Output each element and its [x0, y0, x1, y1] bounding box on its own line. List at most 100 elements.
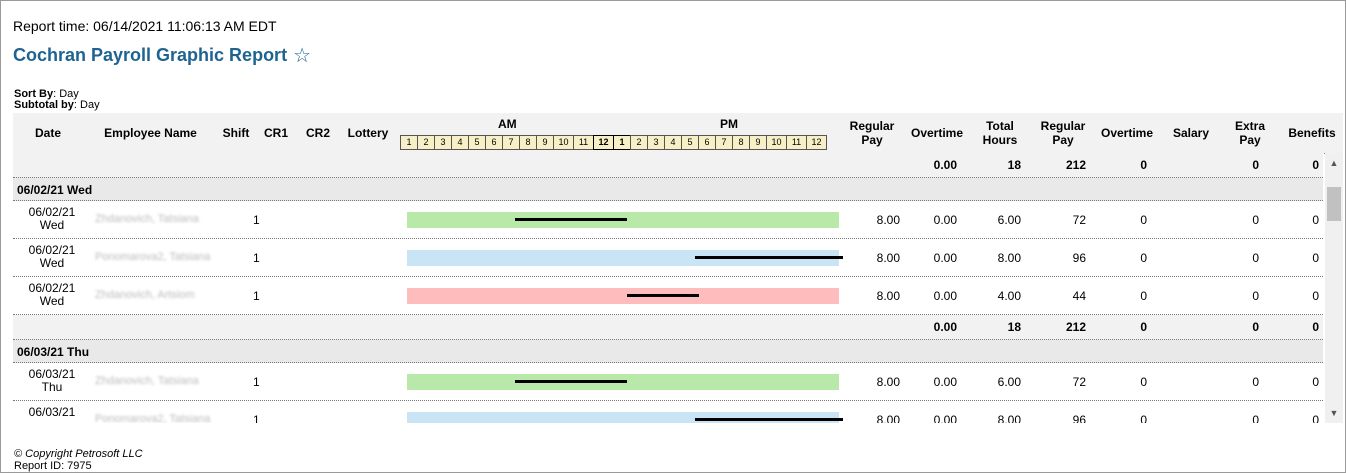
- worked-hours-segment: [515, 218, 627, 221]
- table-body[interactable]: 0.00 18 212 0 0 0 06/02/21 Wed 06/02/21 Wed Zhdan…: [13, 153, 1323, 423]
- regular-pay-2: 72: [1072, 213, 1086, 227]
- hour-cell: 4: [451, 135, 469, 150]
- col-cr1[interactable]: CR1: [263, 126, 288, 140]
- col-shift[interactable]: Shift: [222, 126, 250, 140]
- hour-cell: 8: [519, 135, 537, 150]
- subtotal-regular-pay: 212: [1065, 320, 1086, 334]
- am-label: AM: [498, 117, 517, 131]
- hour-cell: 2: [630, 135, 648, 150]
- total-hours: 8.00: [997, 413, 1021, 423]
- row-date: 06/02/21 Wed: [28, 205, 76, 232]
- hour-cell: 12: [593, 135, 614, 150]
- benefits: 0: [1312, 251, 1319, 265]
- col-total-hours[interactable]: Total Hours: [982, 119, 1018, 147]
- hour-cell: 1: [613, 135, 631, 150]
- benefits: 0: [1312, 289, 1319, 303]
- footer: © Copyright Petrosoft LLC Report ID: 797…: [14, 448, 143, 472]
- col-extra-pay[interactable]: Extra Pay: [1234, 119, 1266, 147]
- row-date: 06/02/21 Wed: [28, 281, 76, 308]
- regular-pay: 8.00: [876, 213, 900, 227]
- hour-cell: 8: [732, 135, 750, 150]
- regular-pay: 8.00: [876, 413, 900, 423]
- hour-cell: 7: [715, 135, 733, 150]
- overtime-2: 0: [1140, 251, 1147, 265]
- overtime-2: 0: [1140, 213, 1147, 227]
- subtotal-regular-pay: 212: [1065, 158, 1086, 172]
- total-hours: 6.00: [997, 375, 1021, 389]
- overtime: 0.00: [933, 375, 957, 389]
- subtotal-overtime: 0.00: [933, 158, 957, 172]
- overtime-2: 0: [1140, 289, 1147, 303]
- subtotal-by-label: Subtotal by: [14, 99, 74, 111]
- col-date[interactable]: Date: [34, 126, 61, 140]
- hour-cell: 4: [664, 135, 682, 150]
- hour-cell: 9: [749, 135, 767, 150]
- hour-cell: 10: [553, 135, 574, 150]
- triangle-up-icon[interactable]: ▲: [1329, 158, 1339, 168]
- extra-pay: 0: [1252, 413, 1259, 423]
- employee-name: Zhdanovich, Tatsiana: [95, 375, 199, 387]
- vertical-scrollbar[interactable]: ▲ ▼: [1325, 153, 1343, 423]
- sort-by: Sort By: Day: [14, 89, 100, 100]
- table-row[interactable]: 06/03/21 Ponomarova2, Tatsiana 1 8.00 0.00 8.…: [13, 401, 1323, 423]
- shift-value: 1: [253, 213, 260, 227]
- day-header-label: 06/03/21 Thu: [17, 345, 90, 359]
- extra-pay: 0: [1252, 251, 1259, 265]
- shift-value: 1: [253, 413, 260, 423]
- employee-name: Zhdanovich, Tatsiana: [95, 213, 199, 225]
- hour-cell: 11: [573, 135, 594, 150]
- total-hours: 4.00: [997, 289, 1021, 303]
- table-row[interactable]: 06/02/21 Wed Zhdanovich, Artsiom 1 8.00 0.00 4…: [13, 277, 1323, 315]
- regular-pay: 8.00: [876, 375, 900, 389]
- col-lottery[interactable]: Lottery: [347, 126, 389, 140]
- subtotal-overtime-2: 0: [1140, 158, 1147, 172]
- shift-value: 1: [253, 289, 260, 303]
- title-row: Cochran Payroll Graphic Report ☆: [13, 45, 311, 66]
- regular-pay-2: 44: [1072, 289, 1086, 303]
- table-row[interactable]: 06/03/21 Thu Zhdanovich, Tatsiana 1 8.00 0.00…: [13, 363, 1323, 401]
- benefits: 0: [1312, 213, 1319, 227]
- worked-hours-segment: [515, 380, 627, 383]
- subtotal-by: Subtotal by: Day: [14, 100, 100, 111]
- day-header-label: 06/02/21 Wed: [17, 183, 93, 197]
- col-benefits[interactable]: Benefits: [1288, 126, 1336, 140]
- regular-pay-2: 96: [1072, 251, 1086, 265]
- report-title: Cochran Payroll Graphic Report: [13, 45, 288, 65]
- report-time: Report time: 06/14/2021 11:06:13 AM EDT: [13, 18, 277, 34]
- regular-pay: 8.00: [876, 251, 900, 265]
- hour-cell: 3: [647, 135, 665, 150]
- triangle-down-icon[interactable]: ▼: [1329, 408, 1339, 418]
- subtotal-extra-pay: 0: [1252, 320, 1259, 334]
- row-date: 06/02/21 Wed: [28, 243, 76, 270]
- hour-cell: 5: [681, 135, 699, 150]
- sort-by-value: : Day: [53, 88, 79, 100]
- col-cr2[interactable]: CR2: [305, 126, 330, 140]
- hour-cell: 7: [502, 135, 520, 150]
- day-header: 06/03/21 Thu: [13, 340, 1323, 363]
- col-overtime-2[interactable]: Overtime: [1100, 126, 1154, 140]
- subtotal-overtime: 0.00: [933, 320, 957, 334]
- col-regular-pay-2[interactable]: Regular Pay: [1040, 119, 1086, 147]
- col-overtime[interactable]: Overtime: [910, 126, 964, 140]
- overtime-2: 0: [1140, 375, 1147, 389]
- benefits: 0: [1312, 413, 1319, 423]
- shift-timeline-bar: [407, 412, 843, 423]
- scrollbar-thumb[interactable]: [1327, 187, 1341, 221]
- col-regular-pay[interactable]: Regular Pay: [849, 119, 895, 147]
- table-row[interactable]: 06/02/21 Wed Ponomarova2, Tatsiana 1 8.00 0.0…: [13, 239, 1323, 277]
- star-outline-icon[interactable]: ☆: [293, 44, 311, 67]
- table-row[interactable]: 06/02/21 Wed Zhdanovich, Tatsiana 1 8.00 0.00…: [13, 201, 1323, 239]
- regular-pay: 8.00: [876, 289, 900, 303]
- overtime: 0.00: [933, 251, 957, 265]
- hour-cell: 6: [485, 135, 503, 150]
- subtotal-extra-pay: 0: [1252, 158, 1259, 172]
- shift-timeline-bar: [407, 212, 839, 228]
- shift-timeline-bar: [407, 374, 839, 390]
- col-employee-name[interactable]: Employee Name: [104, 126, 197, 140]
- worked-hours-segment: [695, 256, 843, 259]
- hour-cell: 12: [806, 135, 827, 150]
- subtotal-overtime-2: 0: [1140, 320, 1147, 334]
- col-salary[interactable]: Salary: [1172, 126, 1210, 140]
- hour-scale: 1 2 3 4 5 6 7 8 9 10 11 12 1 2 3 4 5 6 7 8 9 10 11 12: [400, 135, 827, 150]
